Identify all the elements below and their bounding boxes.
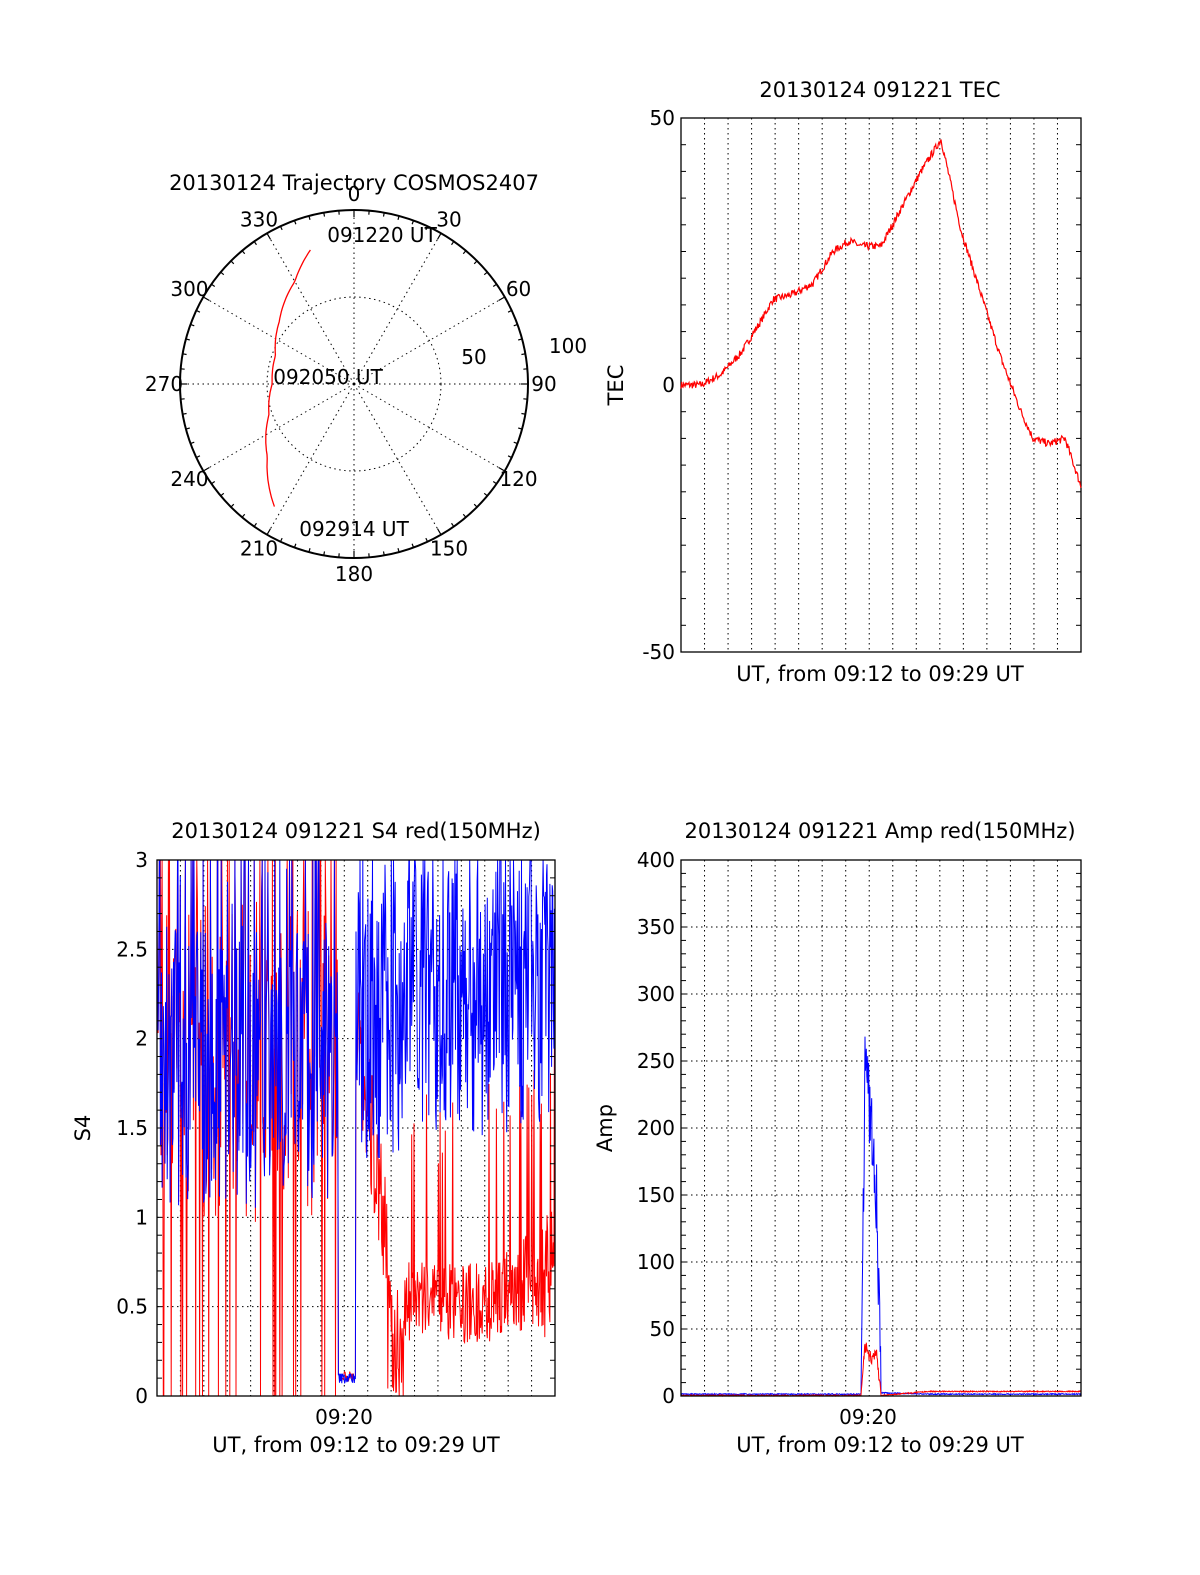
ytick-label: 3 <box>135 848 148 872</box>
polar-spoke-150 <box>353 383 442 535</box>
polar-outer-circle <box>179 209 529 559</box>
tec-xlabel: UT, from 09:12 to 09:29 UT <box>736 662 1024 686</box>
amp-ylabel: Amp <box>593 1104 617 1152</box>
polar-spoke-60 <box>353 296 505 385</box>
tec-ytick-0: 0 <box>662 373 675 397</box>
track-start-label: 091220 UT <box>327 223 437 247</box>
polar-spoke-210 <box>266 383 355 535</box>
azimuth-label-210: 210 <box>240 537 278 561</box>
polar-tick <box>203 296 210 302</box>
trajectory-title: 20130124 Trajectory COSMOS2407 <box>169 171 539 195</box>
ytick-label: 0 <box>662 1384 675 1408</box>
tec-minor-ticks <box>681 144 1081 626</box>
ytick-label: 50 <box>650 1317 675 1341</box>
ytick-label: 300 <box>637 982 675 1006</box>
trajectory-panel: 20130124 Trajectory COSMOS2407 0 30 60 90 12… <box>145 171 587 586</box>
polar-tick <box>498 466 505 472</box>
amp-panel: 20130124 091221 Amp red(150MHz) 400 350 30… <box>593 819 1082 1457</box>
amp-blue-series <box>680 1036 1082 1396</box>
s4-minor-ticks <box>157 877 555 1379</box>
azimuth-label-0: 0 <box>348 182 361 206</box>
ytick-label: 1 <box>135 1205 148 1229</box>
azimuth-label-180: 180 <box>335 562 373 586</box>
s4-blue-series <box>156 859 556 1384</box>
track-end-label: 092914 UT <box>299 517 409 541</box>
azimuth-label-120: 120 <box>499 467 537 491</box>
azimuth-label-90: 90 <box>531 372 556 396</box>
amp-minor-ticks <box>681 872 1081 1384</box>
tec-ytick-minus50: -50 <box>642 640 675 664</box>
azimuth-label-30: 30 <box>436 207 461 231</box>
s4-panel: 20130124 091221 S4 red(150MHz) 3 2.5 2 1.5 1… <box>71 819 556 1457</box>
ytick-label: 150 <box>637 1183 675 1207</box>
s4-xtick-0920: 09:20 <box>315 1405 373 1429</box>
ytick-label: 0.5 <box>116 1295 148 1319</box>
azimuth-label-150: 150 <box>430 537 468 561</box>
azimuth-label-300: 300 <box>170 277 208 301</box>
polar-tick <box>498 296 505 302</box>
polar-tick <box>266 233 272 240</box>
tec-ylabel: TEC <box>604 365 628 407</box>
tec-ytick-50: 50 <box>650 106 675 130</box>
tec-series-line <box>680 139 1082 488</box>
s4-yticks: 3 2.5 2 1.5 1 0.5 0 <box>116 848 148 1408</box>
ytick-label: 0 <box>135 1384 148 1408</box>
radius-label-50: 50 <box>461 345 486 369</box>
amp-grid <box>681 860 1081 1396</box>
polar-spoke-120 <box>353 383 505 472</box>
track-mid-label: 092050 UT <box>273 365 383 389</box>
azimuth-label-60: 60 <box>506 277 531 301</box>
polar-ring-50 <box>266 296 442 472</box>
tec-grid <box>704 118 1058 652</box>
tec-title: 20130124 091221 TEC <box>759 78 1000 102</box>
s4-ylabel: S4 <box>71 1115 95 1142</box>
azimuth-label-240: 240 <box>170 467 208 491</box>
polar-spoke-240 <box>203 383 355 472</box>
polar-spoke-30 <box>353 233 442 385</box>
azimuth-label-270: 270 <box>145 372 183 396</box>
trajectory-track <box>265 249 311 507</box>
amp-xlabel: UT, from 09:12 to 09:29 UT <box>736 1433 1024 1457</box>
s4-title: 20130124 091221 S4 red(150MHz) <box>171 819 541 843</box>
polar-tick <box>436 528 442 535</box>
amp-yticks: 400 350 300 250 200 150 100 50 0 <box>637 848 675 1408</box>
ytick-label: 400 <box>637 848 675 872</box>
ytick-label: 350 <box>637 915 675 939</box>
amp-title: 20130124 091221 Amp red(150MHz) <box>684 819 1075 843</box>
azimuth-label-330: 330 <box>240 207 278 231</box>
amp-xtick-0920: 09:20 <box>839 1405 897 1429</box>
ytick-label: 2 <box>135 1027 148 1051</box>
ytick-label: 2.5 <box>116 937 148 961</box>
ytick-label: 1.5 <box>116 1116 148 1140</box>
tec-frame <box>680 117 1082 653</box>
radius-label-100: 100 <box>549 334 587 358</box>
amp-red-series <box>680 1342 1082 1398</box>
polar-tick <box>203 466 210 472</box>
azimuth-labels: 0 30 60 90 120 150 180 210 240 270 300 330 <box>145 182 557 586</box>
polar-tick <box>436 233 442 240</box>
ytick-label: 250 <box>637 1049 675 1073</box>
ytick-label: 200 <box>637 1116 675 1140</box>
ytick-label: 100 <box>637 1250 675 1274</box>
polar-tick <box>266 528 272 535</box>
s4-xlabel: UT, from 09:12 to 09:29 UT <box>212 1433 500 1457</box>
polar-spoke-330 <box>266 233 355 385</box>
polar-spoke-300 <box>203 296 355 385</box>
tec-panel: 20130124 091221 TEC 50 0 -50 TEC UT, fro… <box>604 78 1082 686</box>
